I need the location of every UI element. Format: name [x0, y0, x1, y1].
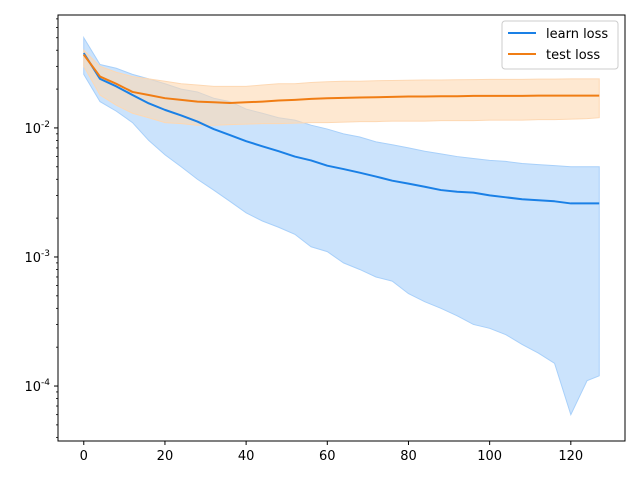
y-tick-label: 10-3 — [24, 249, 50, 266]
legend: learn loss test loss — [502, 21, 618, 69]
x-tick-label: 0 — [80, 449, 88, 464]
y-tick-label: 10-4 — [24, 378, 50, 395]
x-tick-label: 40 — [238, 449, 255, 464]
legend-label-test-loss: test loss — [546, 48, 600, 63]
legend-label-learn-loss: learn loss — [546, 27, 608, 42]
y-tick-label: 10-2 — [24, 120, 50, 137]
x-tick-label: 120 — [558, 449, 583, 464]
x-tick-label: 80 — [400, 449, 417, 464]
x-tick-label: 60 — [319, 449, 336, 464]
x-tick-label: 20 — [157, 449, 174, 464]
y-axis: 10-4 10-3 10-2 — [24, 19, 58, 438]
x-axis: 0 20 40 60 80 100 120 — [80, 441, 584, 464]
x-tick-label: 100 — [477, 449, 502, 464]
confidence-bands — [84, 38, 599, 415]
